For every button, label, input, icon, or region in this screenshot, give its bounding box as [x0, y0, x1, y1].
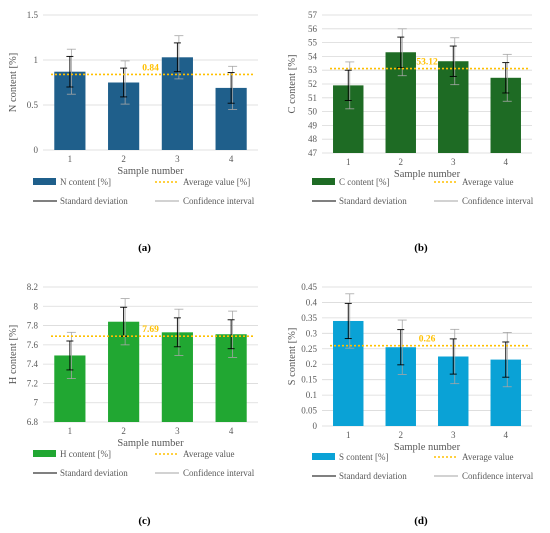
y-tick-label: 0.4 — [306, 297, 318, 307]
legend-label-bar: N content [%] — [60, 177, 111, 187]
panel-label: (c) — [138, 515, 151, 527]
y-tick-label: 50 — [308, 107, 318, 117]
y-tick-label: 0.1 — [306, 390, 317, 400]
x-tick-label: 1 — [346, 430, 351, 440]
legend-label-std: Standard deviation — [339, 471, 407, 481]
y-tick-label: 47 — [308, 148, 318, 158]
y-tick-label: 0.35 — [301, 313, 317, 323]
average-value-label: 0.84 — [142, 63, 159, 73]
legend-label-bar: S content [%] — [339, 452, 389, 462]
y-tick-label: 8 — [34, 301, 39, 311]
y-tick-label: 51 — [308, 93, 317, 103]
y-axis-label: N content [%] — [8, 53, 19, 112]
legend-label-std: Standard deviation — [339, 196, 407, 206]
chart-panel-2: 47 48 49 50 51 52 53 54 55 56 57 1 2 3 4 53.12 Sample nu… — [287, 10, 534, 254]
x-tick-label: 4 — [504, 430, 509, 440]
legend-label-average: Average value — [462, 452, 514, 462]
x-tick-label: 4 — [229, 154, 234, 164]
x-tick-label: 1 — [68, 426, 73, 436]
y-tick-label: 56 — [308, 24, 318, 34]
y-tick-label: 8.2 — [27, 282, 38, 292]
legend-label-bar: H content [%] — [60, 449, 111, 459]
x-tick-label: 4 — [229, 426, 234, 436]
bar — [108, 321, 140, 422]
y-tick-label: 48 — [308, 134, 318, 144]
x-axis-label: Sample number — [394, 442, 461, 453]
legend-swatch-bar — [312, 453, 335, 460]
y-tick-label: 57 — [308, 10, 318, 20]
y-tick-label: 0.45 — [301, 282, 317, 292]
legend-label-ci: Confidence interval — [183, 196, 255, 206]
y-tick-label: 0.3 — [306, 328, 318, 338]
y-tick-label: 0.2 — [306, 359, 317, 369]
y-tick-label: 53 — [308, 65, 318, 75]
x-tick-label: 3 — [175, 426, 180, 436]
x-axis-label: Sample number — [394, 169, 461, 180]
y-axis-label: H content [%] — [8, 325, 19, 384]
x-axis-label: Sample number — [117, 438, 184, 449]
legend-label-std: Standard deviation — [60, 468, 128, 478]
y-tick-label: 0.5 — [27, 100, 39, 110]
average-value-label: 7.69 — [142, 325, 159, 335]
legend-swatch-bar — [312, 178, 335, 185]
y-tick-label: 7.2 — [27, 378, 38, 388]
x-tick-label: 2 — [121, 426, 126, 436]
x-tick-label: 2 — [121, 154, 126, 164]
y-tick-label: 7 — [34, 398, 39, 408]
chart-panel-1: 0 0.5 1 1.5 1 2 3 4 0.84 Sample number N content [… — [8, 10, 258, 254]
x-tick-label: 1 — [346, 157, 351, 167]
legend-swatch-bar — [33, 450, 56, 457]
y-tick-label: 7.4 — [27, 359, 39, 369]
legend-label-std: Standard deviation — [60, 196, 128, 206]
legend-label-average: Average value — [462, 177, 514, 187]
y-tick-label: 0 — [313, 421, 318, 431]
legend-label-bar: C content [%] — [339, 177, 389, 187]
panel-label: (b) — [414, 242, 428, 254]
y-tick-label: 1 — [34, 55, 39, 65]
average-value-label: 0.26 — [419, 335, 436, 345]
legend-label-ci: Confidence interval — [462, 471, 534, 481]
y-tick-label: 52 — [308, 79, 317, 89]
y-tick-label: 0.25 — [301, 344, 317, 354]
panel-label: (d) — [414, 515, 428, 527]
y-axis-label: C content [%] — [287, 55, 298, 114]
legend-swatch-bar — [33, 178, 56, 185]
y-tick-label: 0.05 — [301, 406, 317, 416]
y-tick-label: 55 — [308, 38, 318, 48]
chart-panel-3: 6.8 7 7.2 7.4 7.6 7.8 8 8.2 1 2 3 4 7.69 Sample numbe… — [8, 282, 258, 527]
x-tick-label: 2 — [399, 430, 404, 440]
panel-label: (a) — [138, 242, 151, 254]
y-axis-label: S content [%] — [287, 328, 298, 386]
legend-label-average: Average value — [183, 449, 235, 459]
legend-label-ci: Confidence interval — [183, 468, 255, 478]
legend-label-ci: Confidence interval — [462, 196, 534, 206]
y-tick-label: 7.8 — [27, 321, 39, 331]
y-tick-label: 1.5 — [27, 10, 39, 20]
y-tick-label: 6.8 — [27, 417, 39, 427]
y-tick-label: 7.6 — [27, 340, 39, 350]
average-value-label: 53.12 — [416, 58, 438, 68]
bar — [161, 332, 193, 422]
x-tick-label: 1 — [68, 154, 73, 164]
y-tick-label: 0 — [34, 145, 39, 155]
chart-panel-4: 0 0.05 0.1 0.15 0.2 0.25 0.3 0.35 0.4 0.45 1 2 3 4 0.2… — [287, 282, 534, 527]
legend-label-average: Average value [%] — [183, 177, 250, 187]
x-tick-label: 3 — [175, 154, 180, 164]
y-tick-label: 54 — [308, 51, 318, 61]
x-tick-label: 3 — [451, 430, 456, 440]
x-axis-label: Sample number — [117, 166, 184, 177]
x-tick-label: 2 — [399, 157, 404, 167]
bar — [161, 57, 193, 150]
x-tick-label: 4 — [504, 157, 509, 167]
y-tick-label: 0.15 — [301, 375, 317, 385]
x-tick-label: 3 — [451, 157, 456, 167]
y-tick-label: 49 — [308, 120, 318, 130]
